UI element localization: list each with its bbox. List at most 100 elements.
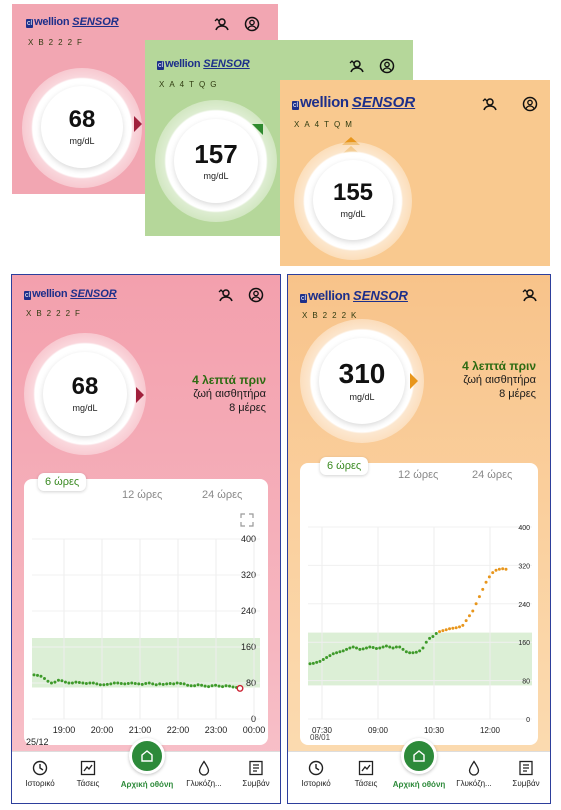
tab-12h[interactable]: 12 ώρες bbox=[398, 469, 439, 481]
glucose-chart-card: 6 ώρες 12 ώρες 24 ώρες 0 80 160 240 320 400 07… bbox=[300, 457, 538, 745]
data-point bbox=[182, 682, 186, 686]
glucose-value: 155 bbox=[332, 179, 374, 206]
profile-icon[interactable] bbox=[522, 96, 538, 112]
profile-icon[interactable] bbox=[248, 287, 264, 303]
trend-arrow-icon bbox=[252, 124, 263, 135]
data-point bbox=[351, 645, 355, 649]
y-tick-label: 400 bbox=[518, 525, 530, 532]
data-point bbox=[151, 682, 155, 686]
glucose-unit: mg/dL bbox=[203, 171, 229, 181]
home-icon bbox=[413, 750, 425, 762]
glucose-chart: 0 80 160 240 320 400 19:00 20:00 21:00 22:00 23:00… bbox=[32, 534, 265, 735]
profile-icon[interactable] bbox=[379, 58, 395, 74]
data-point bbox=[210, 684, 214, 688]
y-tick-label: 0 bbox=[526, 717, 530, 724]
target-range-band bbox=[32, 638, 260, 688]
glucose-unit: mg/dL bbox=[349, 392, 375, 402]
data-point bbox=[428, 636, 432, 640]
data-point bbox=[491, 571, 495, 575]
y-tick-label: 320 bbox=[241, 570, 256, 580]
data-point bbox=[32, 673, 36, 677]
sync-user-icon[interactable] bbox=[482, 96, 498, 112]
data-point bbox=[355, 646, 359, 650]
data-point bbox=[158, 682, 162, 686]
data-point bbox=[144, 681, 148, 685]
tab-6h[interactable]: 6 ώρες bbox=[320, 457, 369, 475]
data-point bbox=[172, 682, 176, 686]
data-point bbox=[461, 623, 465, 627]
sensor-serial: XB222F bbox=[28, 38, 87, 47]
tab-24h[interactable]: 24 ώρες bbox=[472, 469, 513, 481]
y-tick-label: 240 bbox=[518, 602, 530, 609]
data-point bbox=[207, 685, 211, 689]
sync-user-icon[interactable] bbox=[218, 287, 234, 303]
data-point bbox=[63, 680, 67, 684]
tab-12h[interactable]: 12 ώρες bbox=[122, 489, 163, 501]
glucose-disc: 310 mg/dL bbox=[319, 338, 405, 424]
glucose-value: 157 bbox=[194, 139, 238, 169]
data-point bbox=[404, 650, 408, 654]
data-point bbox=[451, 626, 455, 630]
expand-icon[interactable] bbox=[240, 513, 254, 527]
data-point bbox=[311, 661, 315, 665]
sync-user-icon[interactable] bbox=[522, 287, 538, 303]
data-point bbox=[214, 683, 218, 687]
sync-user-icon[interactable] bbox=[349, 58, 365, 74]
data-point bbox=[95, 682, 99, 686]
data-point bbox=[91, 681, 95, 685]
data-point bbox=[231, 685, 235, 689]
home-button[interactable] bbox=[129, 738, 165, 774]
nav-glucose[interactable]: Γλυκόζη... bbox=[448, 760, 500, 788]
y-tick-label: 160 bbox=[241, 642, 256, 652]
tab-6h[interactable]: 6 ώρες bbox=[38, 473, 87, 491]
nav-trends[interactable]: Τάσεις bbox=[62, 760, 114, 788]
sync-user-icon[interactable] bbox=[214, 16, 230, 32]
data-point bbox=[381, 645, 385, 649]
x-tick-label: 20:00 bbox=[91, 725, 114, 735]
data-point bbox=[137, 682, 141, 686]
events-icon bbox=[519, 760, 533, 776]
data-point bbox=[53, 680, 57, 684]
data-point bbox=[161, 682, 165, 686]
nav-trends[interactable]: Τάσεις bbox=[340, 760, 392, 788]
home-button[interactable] bbox=[401, 738, 437, 774]
tab-24h[interactable]: 24 ώρες bbox=[202, 489, 243, 501]
data-point bbox=[154, 683, 158, 687]
wellion-logo: cl wellion SENSOR bbox=[300, 288, 408, 303]
nav-history[interactable]: Ιστορικό bbox=[290, 760, 342, 788]
data-point bbox=[398, 645, 402, 649]
data-point bbox=[105, 682, 109, 686]
data-point bbox=[378, 646, 382, 650]
data-point bbox=[474, 602, 478, 606]
x-tick-label: 19:00 bbox=[53, 725, 76, 735]
sensor-life-value: 8 μέρες bbox=[229, 402, 266, 414]
glucose-disc: 68 mg/dL bbox=[43, 352, 127, 436]
data-point bbox=[133, 681, 137, 685]
brand-name: wellion bbox=[34, 16, 70, 28]
data-point bbox=[364, 646, 368, 650]
nav-glucose[interactable]: Γλυκόζη... bbox=[178, 760, 230, 788]
nav-history[interactable]: Ιστορικό bbox=[14, 760, 66, 788]
clock-icon bbox=[308, 760, 324, 776]
wellion-logo: cl wellion SENSOR bbox=[26, 16, 119, 28]
trend-arrow-icon bbox=[410, 373, 418, 389]
data-point bbox=[467, 614, 471, 618]
nav-trends-label: Τάσεις bbox=[76, 779, 100, 788]
data-point bbox=[123, 682, 127, 686]
sensor-card-orange[interactable]: cl wellion SENSOR XA4TQM 155 mg/dL bbox=[280, 80, 550, 266]
profile-icon[interactable] bbox=[244, 16, 260, 32]
nav-events[interactable]: Συμβάν bbox=[500, 760, 550, 788]
brand-name: wellion bbox=[32, 288, 68, 300]
data-point bbox=[308, 662, 312, 666]
data-point bbox=[81, 681, 85, 685]
data-point bbox=[315, 660, 319, 664]
data-point bbox=[221, 685, 225, 689]
brand-name: wellion bbox=[300, 94, 349, 111]
data-point bbox=[497, 567, 501, 571]
nav-events[interactable]: Συμβάν bbox=[230, 760, 280, 788]
data-point bbox=[441, 629, 445, 633]
data-point bbox=[60, 679, 64, 683]
data-point bbox=[421, 646, 425, 650]
nav-history-label: Ιστορικό bbox=[301, 779, 331, 788]
data-point bbox=[67, 681, 71, 685]
